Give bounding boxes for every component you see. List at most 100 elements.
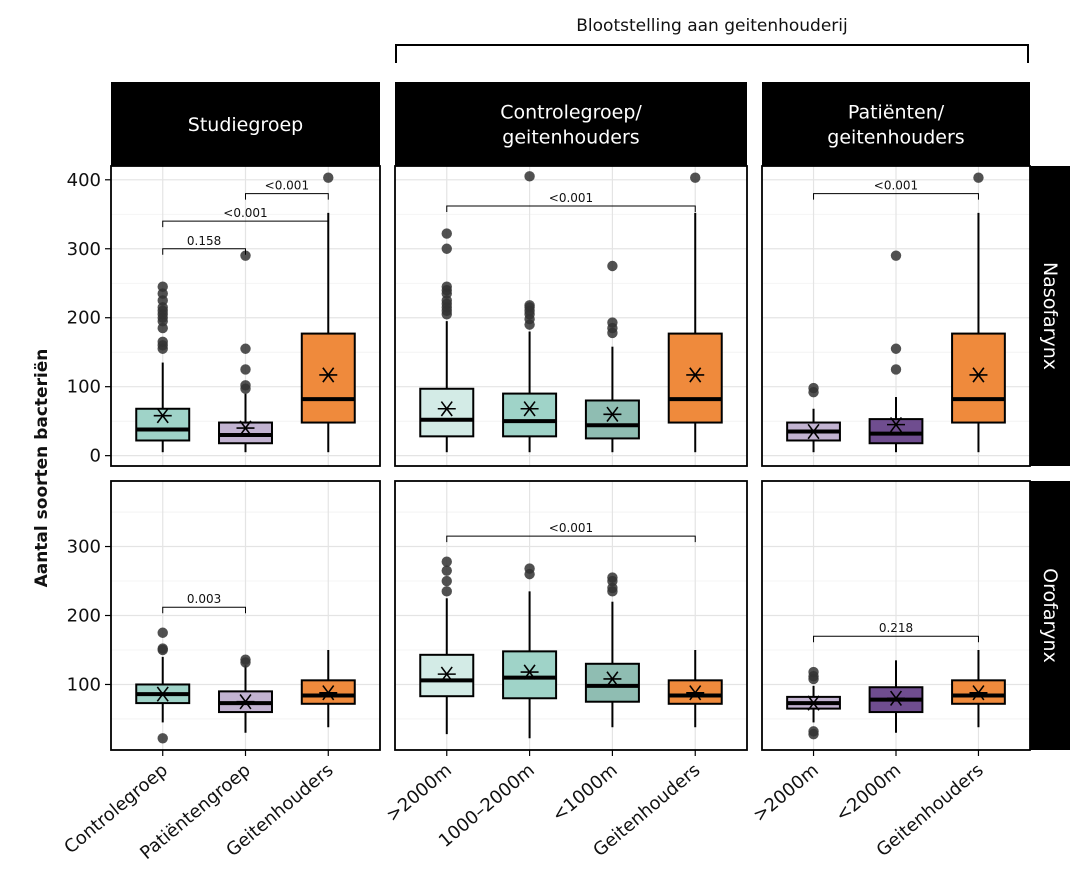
significance-label: <0.001 (549, 191, 593, 205)
mean-stroke (972, 367, 985, 383)
x-tick-label: <2000m (832, 760, 906, 827)
box-1 (786, 382, 841, 453)
panel: 0.218 (761, 480, 1031, 751)
mean-marker (319, 367, 338, 383)
box (300, 332, 356, 424)
panel: <0.001 (394, 480, 748, 751)
box-1 (419, 556, 475, 735)
mean-stroke (239, 420, 252, 436)
outlier-point (808, 666, 819, 678)
column-strip-bg (762, 82, 1030, 166)
mean-stroke (807, 423, 820, 440)
y-axis-label: Aantal soorten bacteriën (32, 349, 52, 588)
outlier-point (240, 250, 251, 261)
mean-marker (887, 690, 905, 706)
significance-label: 0.158 (187, 234, 221, 248)
box-1 (786, 666, 841, 740)
box (667, 332, 723, 424)
significance-label: <0.001 (549, 521, 593, 535)
mean-marker (236, 694, 255, 710)
box-1 (419, 228, 475, 453)
outlier-point (607, 260, 618, 272)
significance-bracket (162, 606, 246, 614)
outlier-point (441, 243, 452, 254)
box (951, 332, 1006, 424)
box-4 (667, 172, 723, 453)
outlier-point (323, 172, 334, 183)
significance-label: 0.003 (187, 592, 221, 606)
mean-stroke (440, 666, 453, 682)
significance-bracket (813, 635, 979, 643)
mean-marker (236, 420, 255, 436)
outlier-point (240, 654, 251, 665)
y-tick-label: 300 (67, 537, 101, 558)
mean-stroke (239, 694, 252, 710)
y-tick-label: 300 (67, 239, 101, 260)
box-2 (868, 250, 924, 453)
top-bracket: Blootstelling aan geitenhouderij (395, 16, 1029, 63)
box (868, 418, 924, 445)
row-strip-bg (1030, 481, 1070, 750)
column-strip-label: Patiënten/geitenhouders (827, 102, 964, 149)
outlier-point (240, 364, 251, 375)
column-strip-label: Controlegroep/geitenhouders (500, 102, 642, 149)
outlier-point (157, 336, 168, 348)
outlier-point (240, 343, 251, 354)
panel: <0.001 (394, 165, 748, 467)
outlier-point (441, 556, 452, 567)
mean-stroke (322, 685, 335, 701)
mean-stroke (606, 406, 619, 422)
column-strip-line: Patiënten/ (848, 102, 945, 124)
outlier-point (441, 565, 452, 576)
mean-stroke (807, 695, 820, 711)
mean-marker (969, 367, 988, 383)
mean-stroke (523, 664, 536, 680)
box-3 (584, 572, 640, 728)
y-tick-label: 400 (67, 170, 101, 191)
box-2 (218, 250, 273, 453)
significance-bracket (162, 248, 246, 255)
panels: Studiegroep Controlegroep/geitenhouders Pa… (60, 82, 1070, 864)
column-strip-line: Studiegroep (188, 114, 303, 136)
mean-marker (520, 664, 539, 680)
box-3 (300, 172, 356, 453)
box (584, 399, 640, 440)
mean-marker (887, 416, 905, 433)
y-tick-label: 100 (67, 674, 101, 695)
box (584, 662, 640, 703)
significance-label: <0.001 (223, 206, 267, 220)
outlier-point (808, 726, 819, 737)
outlier-point (690, 172, 701, 183)
panel-border (394, 480, 748, 751)
outlier-point (524, 300, 535, 311)
mean-stroke (689, 367, 702, 383)
significance-bracket (245, 193, 329, 200)
outlier-point (157, 643, 168, 654)
x-tick-label: <1000m (548, 760, 622, 827)
mean-stroke (889, 416, 903, 433)
box-2 (868, 660, 924, 733)
significance-bracket (813, 193, 979, 200)
outlier-point (441, 228, 452, 239)
y-tick-label: 0 (90, 446, 101, 467)
mean-marker (603, 406, 622, 422)
column-strip-line: Controlegroep/ (500, 102, 642, 124)
box-1 (135, 281, 191, 453)
box-3 (951, 649, 1006, 728)
outlier-point (808, 382, 819, 394)
mean-marker (804, 423, 823, 440)
row-strip-label: Nasofarynx (1039, 262, 1061, 370)
mean-marker (686, 685, 705, 701)
outlier-point (890, 343, 902, 354)
outlier-point (607, 572, 618, 583)
box-3 (300, 649, 356, 728)
x-tick-label: >2000m (382, 760, 456, 827)
panel-border (110, 165, 381, 467)
panel-border (394, 165, 748, 467)
outlier-point (524, 563, 535, 574)
significance-label: 0.218 (879, 621, 913, 635)
mean-marker (969, 685, 988, 701)
box-3 (584, 260, 640, 453)
panel-border (761, 165, 1031, 467)
